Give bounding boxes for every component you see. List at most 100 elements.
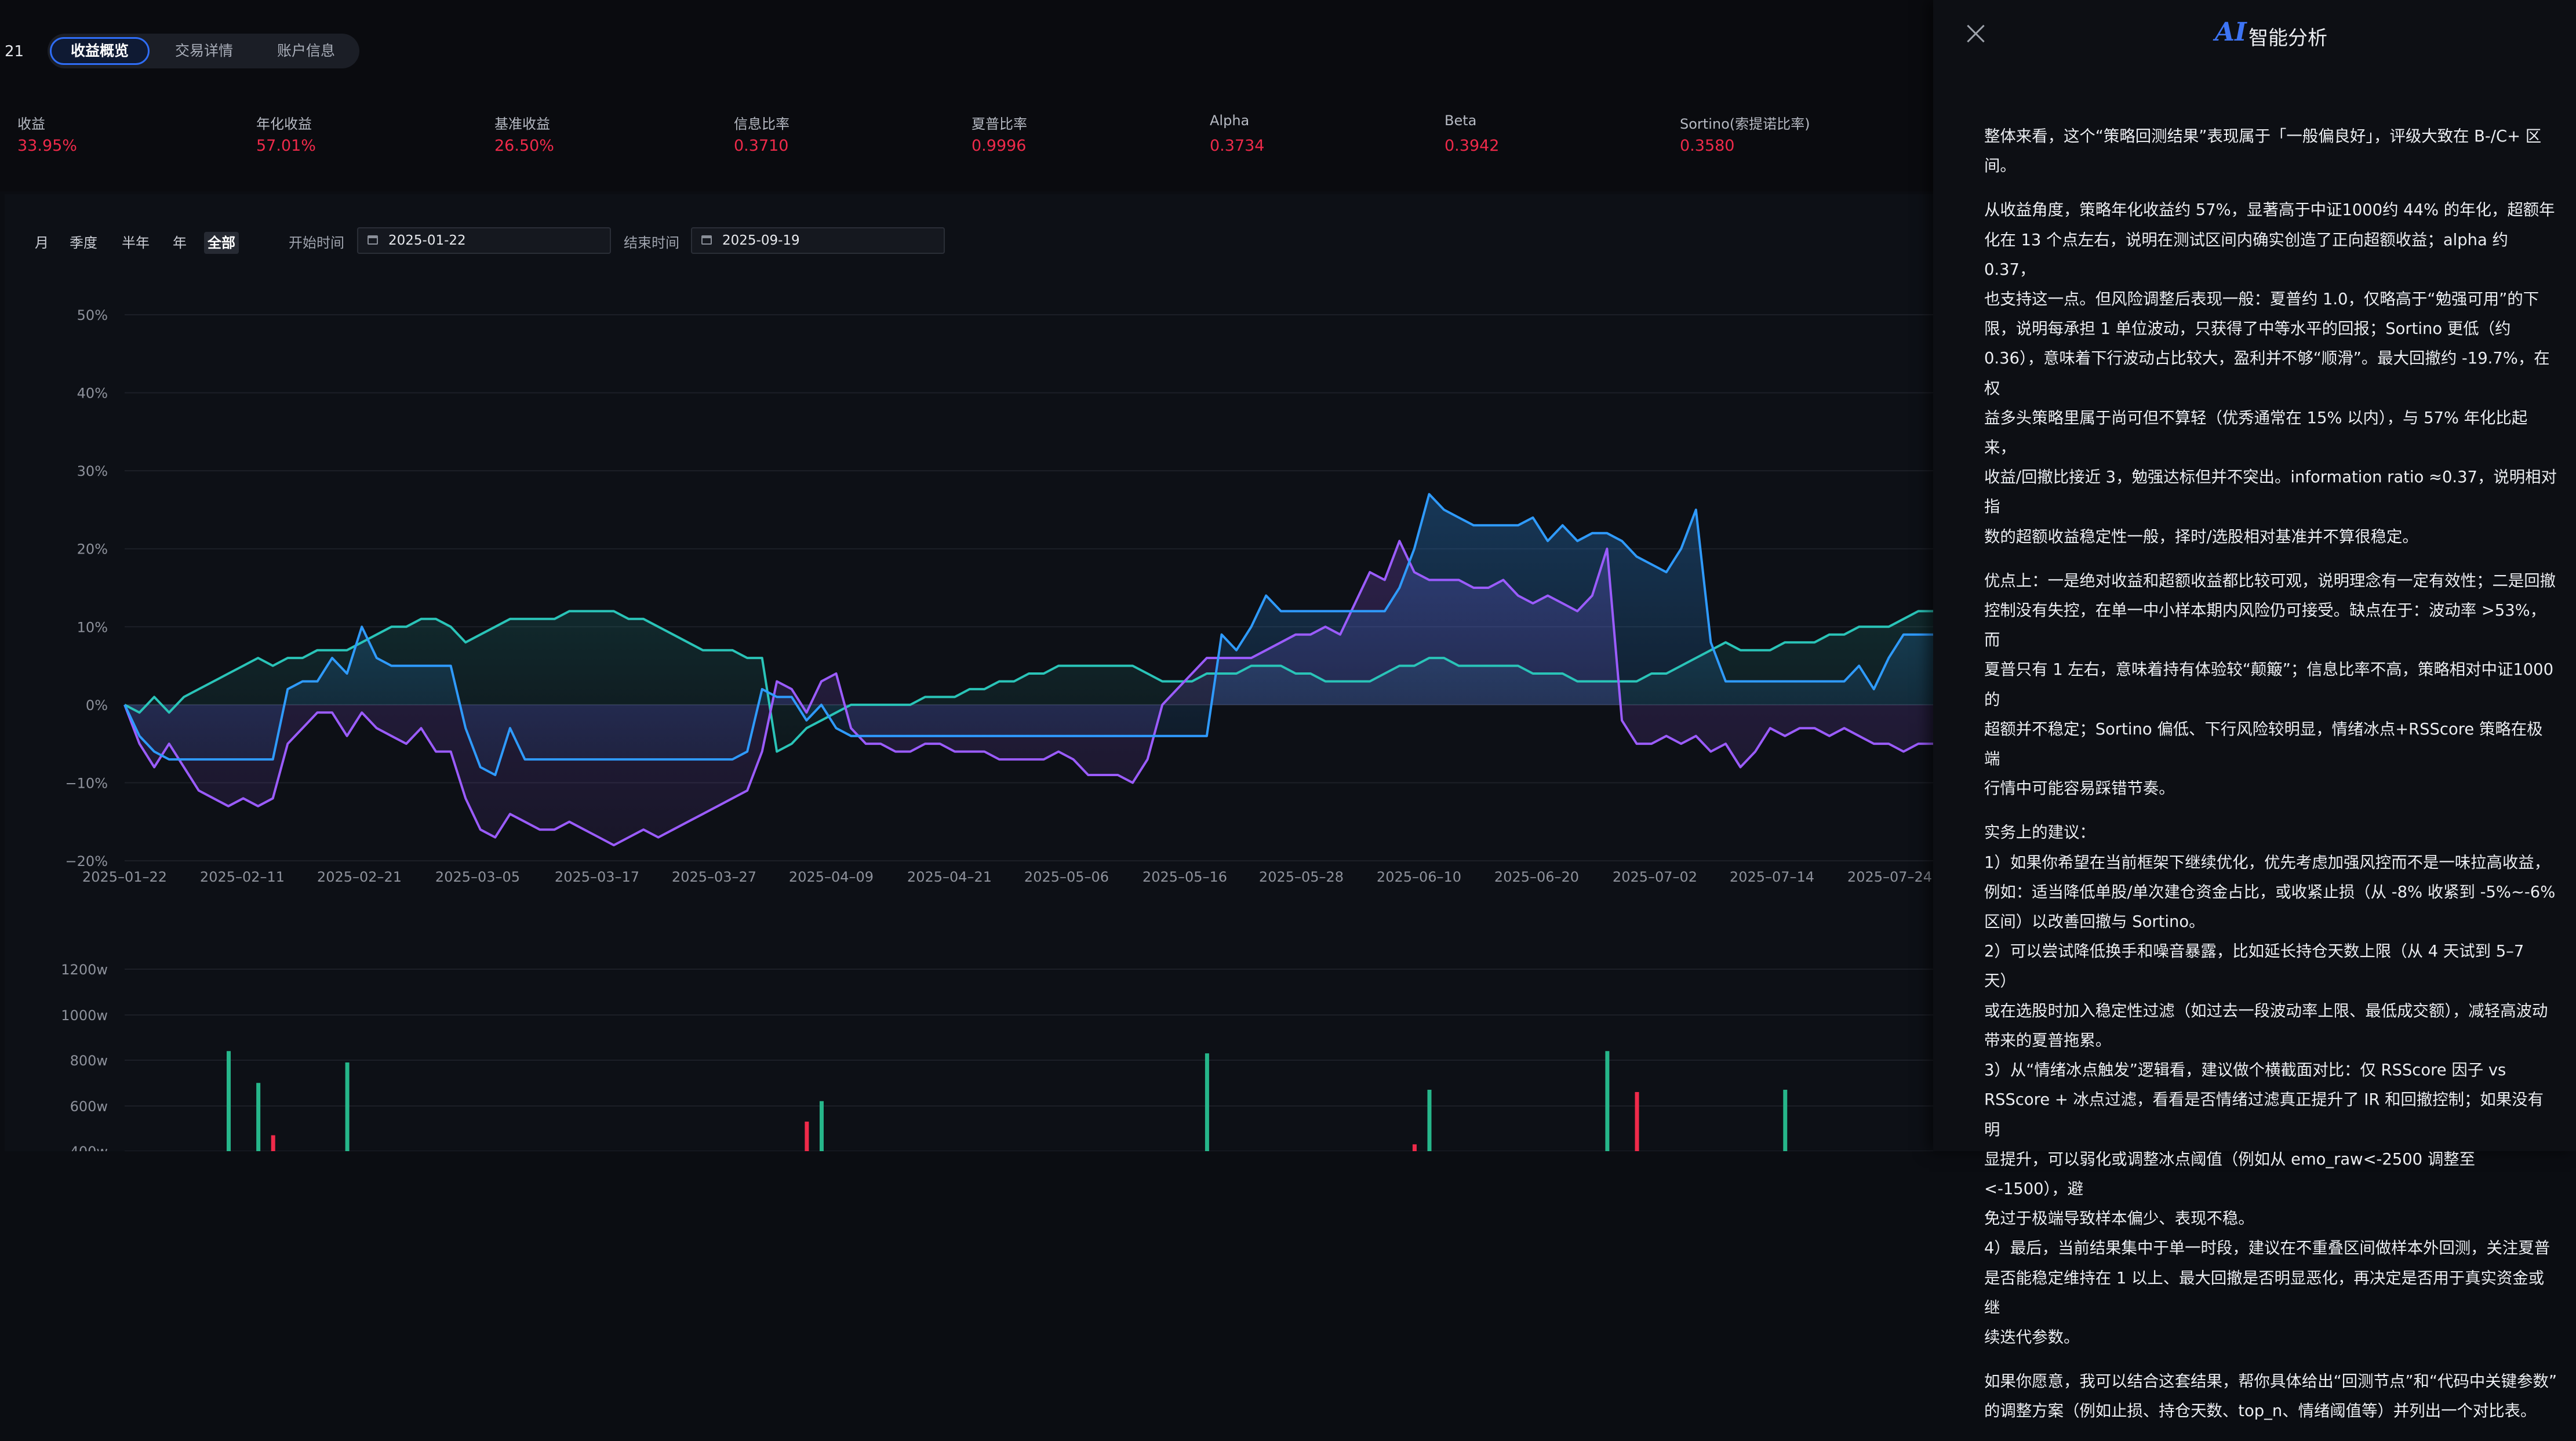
end-date-value: 2025-09-19 — [722, 233, 800, 248]
metric-value-benchmark-return: 26.50% — [494, 137, 554, 155]
period-half-year[interactable]: 半年 — [122, 235, 150, 251]
x-tick-label: 2025–07–14 — [1730, 869, 1814, 885]
y-tick-label: 10% — [77, 619, 108, 635]
series-line-purple — [123, 540, 1933, 847]
series-area-blue — [125, 494, 1933, 775]
analysis-paragraph: 优点上：一是绝对收益和超额收益都比较可观，说明理念有一定有效性；二是回撤控制没有… — [1984, 566, 2558, 804]
analysis-line: 区间）以改善回撤与 Sortino。 — [1984, 913, 2205, 931]
period-all[interactable]: 全部 — [204, 232, 239, 254]
analysis-paragraph: 如果你愿意，我可以结合这套结果，帮你具体给出“回测节点”和“代码中关键参数” 的调… — [1984, 1367, 2558, 1426]
period-month[interactable]: 月 — [35, 235, 49, 251]
volume-bar — [1605, 1051, 1610, 1151]
analysis-content: 整体来看，这个“策略回测结果”表现属于「一般偏良好」，评级大致在 B-/C+ 区… — [1984, 122, 2558, 1441]
analysis-line: 控制没有失控，在单一中小样本期内风险仍可接受。缺点在于：波动率 >53%，而 — [1984, 602, 2546, 650]
y-tick-label: −10% — [66, 775, 108, 791]
metric-label-sortino: Sortino(索提诺比率) — [1680, 116, 1810, 132]
analysis-line: 免过于极端导致样本偏少、表现不稳。 — [1984, 1210, 2254, 1228]
y-tick-label: 20% — [77, 541, 108, 558]
analysis-line: 夏普只有 1 左右，意味着持有体验较“颠簸”；信息比率不高，策略相对中证1000… — [1984, 661, 2554, 709]
start-date-label: 开始时间 — [289, 235, 344, 251]
volume-bar — [1427, 1090, 1432, 1151]
analysis-line: 1）如果你希望在当前框架下继续优化，优先考虑加强风控而不是一味拉高收益， — [1984, 853, 2550, 872]
bar-y-tick-label: 600w — [70, 1098, 108, 1115]
volume-bar — [1783, 1090, 1788, 1151]
view-tabs: 收益概览 交易详情 账户信息 — [48, 34, 359, 68]
metric-label-beta: Beta — [1445, 112, 1477, 129]
analysis-line: 的调整方案（例如止损、持仓天数、top_n、情绪阈值等）并列出一个对比表。 — [1984, 1402, 2537, 1421]
x-tick-label: 2025–01–22 — [82, 869, 167, 885]
period-quarter[interactable]: 季度 — [70, 235, 97, 251]
panel-title: 智能分析 — [2248, 27, 2327, 50]
analysis-line: 限，说明每承担 1 单位波动，只获得了中等水平的回报；Sortino 更低（约 — [1984, 320, 2511, 339]
analysis-line: 或在选股时加入稳定性过滤（如过去一段波动率上限、最低成交额），减轻高波动 — [1984, 1002, 2548, 1020]
x-tick-label: 2025–07–02 — [1613, 869, 1697, 885]
analysis-line: 优点上：一是绝对收益和超额收益都比较可观，说明理念有一定有效性；二是回撤 — [1984, 572, 2556, 590]
calendar-icon — [368, 235, 378, 245]
bar-y-tick-label: 400w — [70, 1144, 108, 1151]
end-date-label: 结束时间 — [624, 235, 679, 251]
metric-value-sharpe: 0.9996 — [972, 137, 1027, 155]
metric-value-alpha: 0.3734 — [1210, 137, 1265, 155]
analysis-line: 从收益角度，策略年化收益约 57%，显著高于中证1000约 44% 的年化，超额… — [1984, 201, 2555, 220]
series-line-teal — [124, 610, 1933, 753]
volume-bar — [1205, 1053, 1209, 1151]
analysis-line: 是否能稳定维持在 1 以上、最大回撤是否明显恶化，再决定是否用于真实资金或继 — [1984, 1269, 2545, 1317]
bar-y-tick-label: 1200w — [61, 962, 108, 978]
bar-y-tick-label: 1000w — [61, 1007, 108, 1024]
x-tick-label: 2025–03–27 — [672, 869, 756, 885]
summary-header — [0, 0, 1933, 191]
volume-bar — [256, 1083, 261, 1151]
series-area-teal — [125, 611, 1933, 752]
x-tick-label: 2025–06–10 — [1377, 869, 1461, 885]
analysis-line: 收益/回撤比接近 3，勉强达标但并不突出。information ratio ≈… — [1984, 468, 2557, 516]
end-date-input[interactable]: 2025-09-19 — [691, 227, 945, 254]
analysis-line: 显提升，可以弱化或调整冰点阈值（例如从 emo_raw<-2500 调整至<-1… — [1984, 1150, 2475, 1198]
analysis-line: RSScore + 冰点过滤，看看是否情绪过滤真正提升了 IR 和回撤控制；如果… — [1984, 1091, 2544, 1139]
analysis-paragraph: 整体来看，这个“策略回测结果”表现属于「一般偏良好」，评级大致在 B-/C+ 区… — [1984, 122, 2558, 181]
analysis-line: 3）从“情绪冰点触发”逻辑看，建议做个横截面对比：仅 RSScore 因子 vs — [1984, 1061, 2506, 1080]
volume-bar — [345, 1062, 350, 1151]
y-tick-label: 0% — [86, 697, 108, 714]
tab-return-overview[interactable]: 收益概览 — [50, 37, 150, 65]
analysis-line: 4）最后，当前结果集中于单一时段，建议在不重叠区间做样本外回测，关注夏普 — [1984, 1239, 2550, 1258]
analysis-line: 带来的夏普拖累。 — [1984, 1031, 2112, 1050]
x-tick-label: 2025–02–21 — [317, 869, 402, 885]
metric-value-return: 33.95% — [17, 137, 77, 155]
tab-account-info[interactable]: 账户信息 — [276, 42, 335, 59]
volume-bar — [805, 1121, 809, 1151]
analysis-line: 益多头策略里属于尚可但不算轻（优秀通常在 15% 以内），与 57% 年化比起来… — [1984, 409, 2528, 457]
bar-y-tick-label: 800w — [70, 1053, 108, 1069]
start-date-input[interactable]: 2025-01-22 — [357, 227, 611, 254]
analysis-line: 0.36），意味着下行波动占比较大，盈利并不够“顺滑”。最大回撤约 -19.7%… — [1984, 350, 2550, 398]
metric-label-annual-return: 年化收益 — [256, 116, 312, 132]
analysis-line: 2）可以尝试降低换手和噪音暴露，比如延长持仓天数上限（从 4 天试到 5–7 天… — [1984, 943, 2524, 991]
tab-trade-details[interactable]: 交易详情 — [174, 42, 233, 59]
series-line-blue — [123, 493, 1933, 776]
metric-value-information-ratio: 0.3710 — [734, 137, 789, 155]
start-date-value: 2025-01-22 — [388, 233, 466, 248]
analysis-line: 也支持这一点。但风险调整后表现一般：夏普约 1.0，仅略高于“勉强可用”的下 — [1984, 290, 2539, 309]
x-tick-label: 2025–07–24 — [1847, 869, 1932, 885]
page-number: 21 — [5, 43, 24, 60]
ai-icon: AI — [2215, 17, 2247, 47]
metric-label-alpha: Alpha — [1210, 112, 1250, 129]
volume-bar — [227, 1051, 231, 1151]
x-tick-label: 2025–05–16 — [1143, 869, 1227, 885]
analysis-line: 超额并不稳定；Sortino 偏低、下行风险较明显，情绪冰点+RSScore 策… — [1984, 720, 2543, 769]
volume-bar — [1635, 1091, 1639, 1151]
x-tick-label: 2025–02–11 — [200, 869, 285, 885]
metric-value-sortino: 0.3580 — [1680, 137, 1735, 155]
period-year[interactable]: 年 — [173, 235, 187, 251]
volume-bar — [1412, 1144, 1417, 1151]
metric-label-benchmark-return: 基准收益 — [494, 116, 550, 132]
x-tick-label: 2025–04–21 — [907, 869, 992, 885]
metric-label-information-ratio: 信息比率 — [734, 116, 789, 132]
analysis-line: 间。 — [1984, 157, 2016, 176]
x-tick-label: 2025–03–17 — [555, 869, 639, 885]
analysis-line: 行情中可能容易踩错节奏。 — [1984, 780, 2175, 798]
volume-bar — [819, 1101, 824, 1151]
close-icon[interactable] — [1964, 22, 1988, 45]
x-tick-label: 2025–06–20 — [1494, 869, 1579, 885]
y-tick-label: 50% — [77, 307, 108, 323]
analysis-line: 化在 13 个点左右，说明在测试区间内确实创造了正向超额收益；alpha 约 0… — [1984, 231, 2508, 279]
